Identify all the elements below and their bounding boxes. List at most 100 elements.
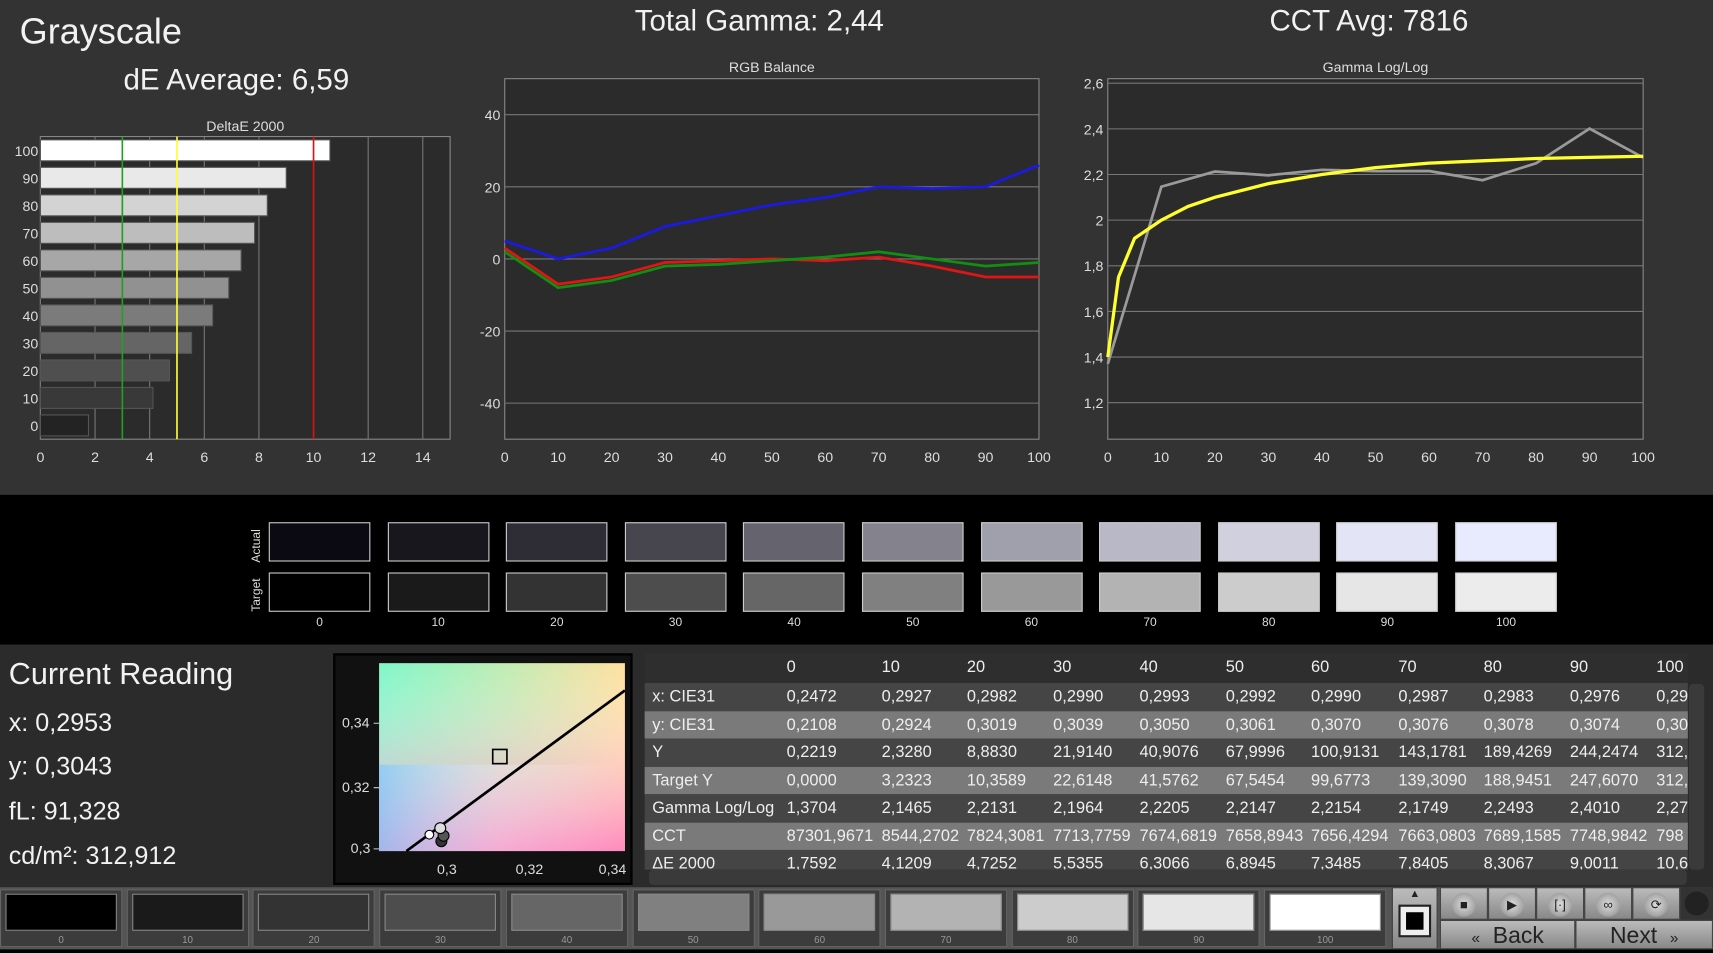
swatch-level-label: 0 xyxy=(316,616,323,630)
patch-button-30[interactable]: 30 xyxy=(379,889,502,948)
refresh-icon: ⟳ xyxy=(1644,892,1669,917)
patch-button-70[interactable]: 70 xyxy=(884,889,1008,948)
table-cell: 0,2924 xyxy=(881,715,932,734)
table-cell: 1,7592 xyxy=(786,854,837,870)
ytick-label: 0 xyxy=(492,252,500,268)
table-horizontal-scrollbar[interactable] xyxy=(648,869,1687,885)
patch-button-50[interactable]: 50 xyxy=(632,889,755,948)
cie-xtick: 0,32 xyxy=(516,862,544,878)
ytick-label: 1,4 xyxy=(1084,351,1104,367)
stop-button[interactable]: ■ xyxy=(1439,887,1488,920)
series-line-1 xyxy=(503,246,1039,286)
deltae-category: 30 xyxy=(22,336,38,352)
deltae-xtick: 6 xyxy=(200,450,208,466)
table-cell: 244,2474 xyxy=(1569,742,1639,762)
patch-label: 20 xyxy=(308,934,320,946)
series-line-0 xyxy=(1106,127,1644,365)
actual-swatch xyxy=(1455,522,1557,562)
table-cell: 7824,3081 xyxy=(966,826,1045,846)
range-button[interactable]: [·] xyxy=(1536,887,1585,920)
column-header: 30 xyxy=(1053,657,1072,677)
patch-button-0[interactable]: 0 xyxy=(0,889,123,948)
target-swatch xyxy=(743,572,845,612)
patch-color xyxy=(5,893,117,931)
table-cell: 0,2990 xyxy=(1053,687,1104,706)
xtick-label: 0 xyxy=(501,450,509,466)
deltae-bar xyxy=(39,249,242,272)
table-cell: 6,8945 xyxy=(1225,854,1276,870)
refresh-button[interactable]: ⟳ xyxy=(1632,887,1681,920)
patch-color xyxy=(890,893,1002,931)
actual-swatch xyxy=(387,522,489,562)
table-cell: 5,5355 xyxy=(1053,854,1104,870)
back-button[interactable]: « Back xyxy=(1439,919,1576,950)
row-label: CCT xyxy=(652,826,686,846)
patch-button-20[interactable]: 20 xyxy=(252,889,376,948)
table-cell: 143,1781 xyxy=(1398,742,1467,762)
table-cell: 189,4269 xyxy=(1483,742,1552,762)
xtick-label: 30 xyxy=(657,450,673,466)
table-cell: 2,1749 xyxy=(1398,798,1449,818)
next-button[interactable]: Next » xyxy=(1575,919,1713,950)
deltae-xtick: 10 xyxy=(306,450,322,466)
target-swatch xyxy=(624,572,727,612)
patch-color xyxy=(1016,893,1129,931)
patch-button-60[interactable]: 60 xyxy=(758,889,881,948)
column-header: 10 xyxy=(881,657,900,677)
table-vertical-scrollbar[interactable] xyxy=(1689,683,1705,870)
xtick-label: 20 xyxy=(604,450,620,466)
target-swatch xyxy=(1455,572,1557,612)
table-cell: 2,2154 xyxy=(1311,798,1362,818)
xtick-label: 70 xyxy=(871,450,887,466)
swatch-comparison xyxy=(0,494,1713,645)
table-cell: 0,3074 xyxy=(1569,715,1621,734)
de-average: dE Average: 6,59 xyxy=(123,63,350,97)
actual-swatch xyxy=(1099,522,1201,562)
table-cell: 7,8405 xyxy=(1398,854,1449,870)
patch-button-90[interactable]: 90 xyxy=(1137,889,1260,948)
xtick-label: 50 xyxy=(1368,450,1384,466)
measured-points xyxy=(424,822,450,848)
patch-button-100[interactable]: 100 xyxy=(1264,889,1387,948)
deltae-category: 90 xyxy=(22,171,38,187)
table-cell: 7656,4294 xyxy=(1311,826,1389,846)
reading-x: x: 0,2953 xyxy=(8,707,113,737)
loop-button[interactable]: ∞ xyxy=(1584,887,1633,920)
table-cell: 0,2927 xyxy=(881,687,932,706)
table-cell: 21,9140 xyxy=(1053,742,1113,762)
table-cell: 8544,2702 xyxy=(881,826,960,846)
xtick-label: 10 xyxy=(550,450,566,466)
deltae-bar xyxy=(39,194,268,217)
play-button[interactable]: ▶ xyxy=(1487,887,1537,920)
table-cell: 2,2147 xyxy=(1225,798,1276,818)
patch-window-button[interactable]: ▲ xyxy=(1391,887,1438,950)
cie-ytick: 0,34 xyxy=(342,716,370,732)
swatch-level-label: 90 xyxy=(1380,616,1395,630)
xtick-label: 90 xyxy=(978,450,994,466)
patch-button-40[interactable]: 40 xyxy=(505,889,628,948)
current-reading-title: Current Reading xyxy=(8,656,234,691)
target-swatch xyxy=(1217,572,1320,612)
ytick-label: 40 xyxy=(485,108,501,124)
column-header: 50 xyxy=(1225,657,1245,677)
target-swatch xyxy=(506,572,608,612)
swatch-level-label: 10 xyxy=(431,616,445,630)
patch-button-80[interactable]: 80 xyxy=(1011,889,1134,948)
table-cell: 67,5454 xyxy=(1225,770,1286,790)
patch-label: 0 xyxy=(58,934,64,946)
table-cell: 2,1465 xyxy=(881,798,932,818)
patch-label: 50 xyxy=(687,934,699,946)
table-cell: 2,2131 xyxy=(966,798,1017,818)
deltae-bar xyxy=(39,386,154,409)
arrow-up-icon: ▲ xyxy=(1409,888,1421,901)
table-cell: 8,8830 xyxy=(966,742,1017,762)
actual-swatch xyxy=(861,522,964,562)
deltae-bar xyxy=(39,166,287,189)
ytick-label: 2,2 xyxy=(1084,168,1104,184)
patch-button-10[interactable]: 10 xyxy=(126,889,249,948)
row-label: ΔE 2000 xyxy=(652,854,716,870)
status-indicator xyxy=(1680,887,1713,920)
cie-ytick: 0,3 xyxy=(351,841,371,857)
actual-swatch xyxy=(743,522,845,562)
actual-swatch xyxy=(1336,522,1439,562)
